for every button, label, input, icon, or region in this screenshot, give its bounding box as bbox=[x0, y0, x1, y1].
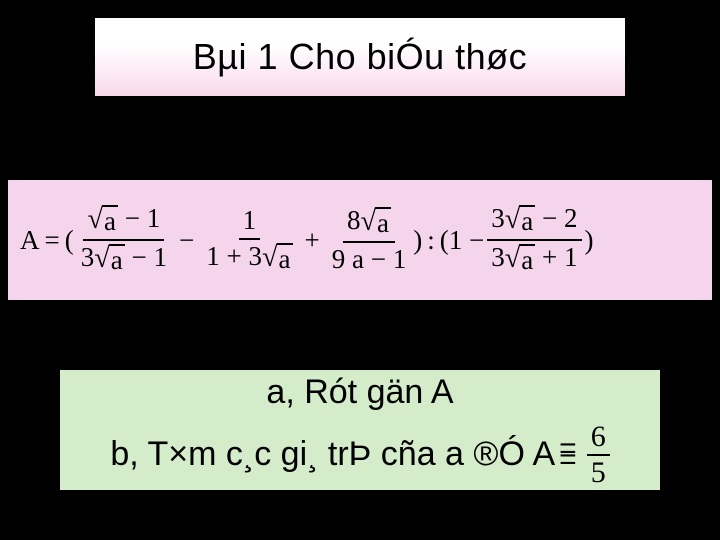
minus1: − bbox=[179, 225, 194, 256]
frac-6-5: 6 5 bbox=[587, 422, 610, 488]
question-a: a, Rót gän A bbox=[266, 373, 453, 412]
colon: : bbox=[427, 225, 435, 256]
term1: √a − 1 3√a − 1 bbox=[77, 204, 171, 275]
close-paren: ) bbox=[413, 225, 422, 256]
triple-equals-icon: == bbox=[559, 444, 577, 465]
lhs: A bbox=[20, 225, 40, 256]
question-b: b, T×m c¸c gi¸ trÞ cña a ®Ó A == 6 5 bbox=[110, 422, 609, 488]
formula-box: A = ( √a − 1 3√a − 1 − 1 1 + 3√a + 8√a 9… bbox=[8, 180, 712, 300]
term2: 1 1 + 3√a bbox=[202, 206, 296, 274]
open-paren2: (1 − bbox=[440, 225, 484, 256]
title-box: Bµi 1 Cho biÓu thøc bbox=[95, 18, 625, 96]
term3: 8√a 9 a − 1 bbox=[328, 206, 410, 274]
questions-box: a, Rót gän A b, T×m c¸c gi¸ trÞ cña a ®Ó… bbox=[60, 370, 660, 490]
open-paren: ( bbox=[65, 225, 74, 256]
title-text: Bµi 1 Cho biÓu thøc bbox=[193, 36, 527, 78]
equals: = bbox=[45, 225, 60, 256]
formula: A = ( √a − 1 3√a − 1 − 1 1 + 3√a + 8√a 9… bbox=[20, 204, 594, 275]
plus: + bbox=[305, 225, 320, 256]
term4: 3√a − 2 3√a + 1 bbox=[487, 204, 581, 275]
close-paren2: ) bbox=[585, 225, 594, 256]
